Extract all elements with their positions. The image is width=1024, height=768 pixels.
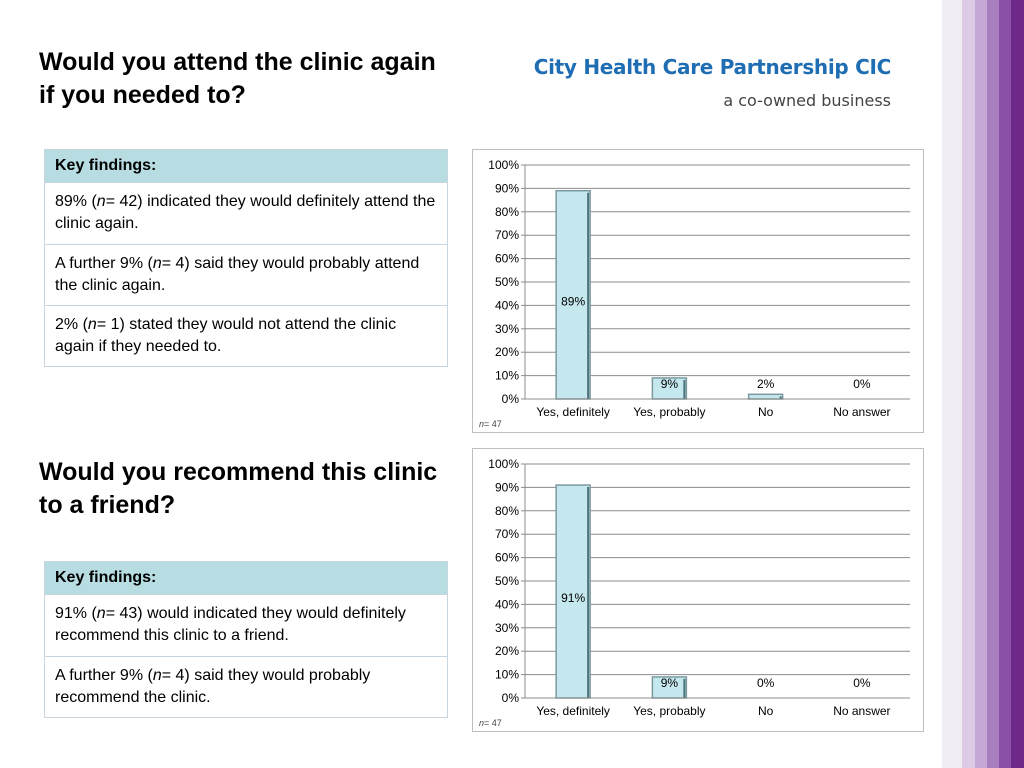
findings-header: Key findings: [44, 561, 448, 595]
sample-size-n: n [479, 718, 484, 728]
section1-title: Would you attend the clinic again if you… [39, 48, 436, 109]
sample-size-note: n= 47 [479, 419, 502, 429]
y-tick-label: 40% [495, 298, 519, 312]
x-tick-label: No answer [833, 405, 890, 419]
sample-size-value: = 47 [484, 419, 502, 429]
y-tick-label: 50% [495, 275, 519, 289]
finding-n: n [87, 316, 97, 333]
y-tick-label: 70% [495, 527, 519, 541]
data-label: 0% [757, 676, 775, 690]
finding-pre: 91% ( [55, 605, 97, 622]
finding-row: 91% (n= 43) would indicated they would d… [44, 594, 448, 657]
finding-row: A further 9% (n= 4) said they would prob… [44, 656, 448, 718]
decorative-stripes [942, 0, 1024, 768]
x-tick-label: No answer [833, 704, 890, 718]
bar [747, 393, 784, 400]
y-tick-label: 60% [495, 551, 519, 565]
sample-size-note: n= 47 [479, 718, 502, 728]
y-tick-label: 20% [495, 644, 519, 658]
brand-tagline: a co-owned business [723, 91, 891, 110]
chart-recommend-friend: 0% 10% 20% 30% 40% 50% 60% 70% 80% 90% 100% 91% Yes,… [472, 448, 924, 732]
y-tick-label: 70% [495, 228, 519, 242]
finding-row: 89% (n= 42) indicated they would definit… [44, 182, 448, 245]
data-label: 89% [561, 294, 585, 308]
finding-n: n [96, 193, 106, 210]
finding-post: = 4) said they would probably recommend … [55, 667, 371, 706]
finding-row: A further 9% (n= 4) said they would prob… [44, 244, 448, 306]
finding-pre: 89% ( [55, 193, 97, 210]
y-tick-label: 100% [488, 457, 519, 471]
finding-post: = 43) would indicated they would definit… [55, 605, 406, 644]
bar-chart-svg: 0% 10% 20% 30% 40% 50% 60% 70% 80% 90% 100% 91% Yes,… [479, 457, 910, 728]
y-tick-label: 0% [502, 392, 520, 406]
finding-row: 2% (n= 1) stated they would not attend t… [44, 305, 448, 367]
finding-n: n [152, 667, 162, 684]
y-tick-label: 30% [495, 621, 519, 635]
y-tick-label: 60% [495, 252, 519, 266]
data-label: 9% [661, 676, 679, 690]
finding-n: n [96, 605, 106, 622]
y-tick-label: 100% [488, 158, 519, 172]
finding-n: n [152, 255, 162, 272]
y-tick-label: 90% [495, 181, 519, 195]
y-tick-label: 40% [495, 597, 519, 611]
y-tick-label: 80% [495, 504, 519, 518]
bar [555, 484, 591, 699]
finding-pre: 2% ( [55, 316, 88, 333]
data-label: 0% [853, 676, 871, 690]
stripe-3 [975, 0, 987, 768]
finding-post: = 4) said they would probably attend the… [55, 255, 420, 294]
stripe-1 [942, 0, 962, 768]
data-label: 2% [757, 377, 775, 391]
y-tick-label: 10% [495, 668, 519, 682]
x-tick-label: Yes, probably [633, 704, 705, 718]
data-label: 0% [853, 377, 871, 391]
finding-pre: A further 9% ( [55, 667, 153, 684]
x-tick-label: Yes, definitely [536, 704, 610, 718]
stripe-5 [999, 0, 1011, 768]
x-tick-label: No [758, 704, 774, 718]
y-tick-label: 30% [495, 322, 519, 336]
y-tick-label: 20% [495, 345, 519, 359]
data-label: 91% [561, 591, 585, 605]
y-tick-label: 80% [495, 205, 519, 219]
chart-attend-again: 0% 10% 20% 30% 40% 50% 60% 70% 80% 90% 100% 89% Yes,… [472, 149, 924, 433]
section2-title: Would you recommend this clinic to a fri… [39, 458, 438, 519]
y-tick-label: 50% [495, 574, 519, 588]
section1-findings-table: Key findings: 89% (n= 42) indicated they… [44, 149, 448, 367]
stripe-6 [1011, 0, 1024, 768]
findings-header: Key findings: [44, 149, 448, 183]
section2-findings-table: Key findings: 91% (n= 43) would indicate… [44, 561, 448, 718]
finding-pre: A further 9% ( [55, 255, 153, 272]
finding-post: = 1) stated they would not attend the cl… [55, 316, 397, 355]
stripe-4 [987, 0, 999, 768]
finding-post: = 42) indicated they would definitely at… [55, 193, 436, 232]
x-tick-label: Yes, probably [633, 405, 705, 419]
stripe-2 [962, 0, 975, 768]
bar-chart-svg: 0% 10% 20% 30% 40% 50% 60% 70% 80% 90% 100% 89% Yes,… [479, 158, 910, 429]
data-label: 9% [661, 377, 679, 391]
y-tick-label: 90% [495, 480, 519, 494]
brand-name: City Health Care Partnership CIC [533, 55, 892, 79]
y-tick-label: 0% [502, 691, 520, 705]
x-tick-label: No [758, 405, 774, 419]
sample-size-n: n [479, 419, 484, 429]
brand-logo: City Health Care Partnership CIC a co-ow… [533, 55, 892, 110]
sample-size-value: = 47 [484, 718, 502, 728]
x-tick-label: Yes, definitely [536, 405, 610, 419]
y-tick-label: 10% [495, 369, 519, 383]
